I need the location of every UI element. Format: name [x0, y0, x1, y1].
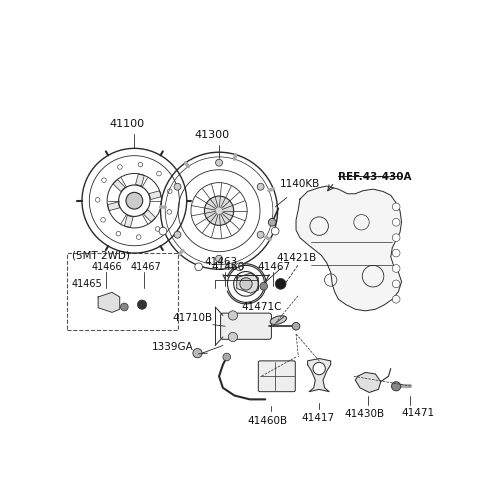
Circle shape — [116, 232, 120, 237]
FancyBboxPatch shape — [221, 313, 271, 340]
Circle shape — [137, 300, 147, 310]
Text: 41100: 41100 — [109, 118, 144, 128]
Circle shape — [392, 250, 400, 257]
Circle shape — [257, 184, 264, 191]
Polygon shape — [308, 359, 331, 392]
Circle shape — [392, 296, 400, 303]
Bar — [113, 180, 125, 192]
Text: 41466: 41466 — [211, 261, 244, 271]
Circle shape — [167, 210, 171, 215]
Polygon shape — [98, 293, 120, 312]
Circle shape — [228, 311, 238, 320]
Circle shape — [126, 193, 143, 210]
Bar — [108, 203, 120, 211]
Ellipse shape — [270, 316, 287, 324]
Text: 41471: 41471 — [402, 407, 435, 417]
Circle shape — [392, 265, 400, 273]
Text: 41466: 41466 — [92, 261, 122, 271]
Circle shape — [156, 172, 161, 177]
Circle shape — [193, 349, 202, 358]
Circle shape — [392, 219, 400, 227]
Text: 41467: 41467 — [131, 261, 161, 271]
Circle shape — [118, 166, 122, 170]
Circle shape — [275, 279, 286, 289]
Polygon shape — [237, 274, 258, 293]
Circle shape — [159, 228, 167, 236]
Text: 41417: 41417 — [301, 413, 335, 422]
Text: REF.43-430A: REF.43-430A — [338, 172, 412, 182]
Text: 1140KB: 1140KB — [280, 179, 320, 189]
Circle shape — [174, 184, 181, 191]
Circle shape — [392, 234, 400, 242]
FancyBboxPatch shape — [258, 361, 295, 392]
Polygon shape — [355, 372, 381, 393]
Circle shape — [260, 283, 267, 290]
Text: 1339GA: 1339GA — [152, 341, 194, 351]
Circle shape — [216, 160, 223, 167]
Circle shape — [195, 264, 203, 271]
Circle shape — [174, 232, 181, 239]
Circle shape — [156, 227, 160, 232]
Circle shape — [313, 363, 325, 375]
Text: 41300: 41300 — [194, 130, 229, 140]
Circle shape — [96, 198, 100, 203]
Text: 41471C: 41471C — [241, 301, 282, 311]
Text: 41460B: 41460B — [248, 415, 288, 425]
Circle shape — [392, 382, 401, 391]
Circle shape — [204, 197, 234, 226]
Circle shape — [228, 333, 238, 342]
Text: 41467: 41467 — [258, 261, 291, 271]
Circle shape — [271, 228, 279, 236]
Text: 41430B: 41430B — [345, 408, 384, 418]
Circle shape — [101, 218, 106, 223]
Circle shape — [257, 232, 264, 239]
Bar — [124, 216, 133, 228]
Circle shape — [292, 323, 300, 330]
Text: 41710B: 41710B — [173, 312, 213, 323]
Circle shape — [392, 280, 400, 288]
Bar — [149, 192, 161, 200]
Text: 41421B: 41421B — [277, 253, 317, 263]
Circle shape — [392, 204, 400, 211]
Circle shape — [136, 235, 141, 240]
Text: (5MT 2WD): (5MT 2WD) — [72, 251, 130, 261]
Circle shape — [240, 278, 252, 290]
Bar — [144, 210, 156, 222]
Bar — [135, 175, 144, 187]
Circle shape — [223, 353, 230, 361]
Circle shape — [236, 264, 243, 271]
Circle shape — [102, 179, 106, 183]
Text: 41463: 41463 — [205, 257, 238, 266]
Circle shape — [120, 303, 128, 311]
Bar — [67, 253, 178, 330]
Text: 41465: 41465 — [72, 278, 103, 288]
Circle shape — [168, 190, 172, 194]
Circle shape — [216, 256, 223, 263]
Polygon shape — [296, 187, 402, 311]
Circle shape — [268, 219, 276, 227]
Circle shape — [138, 163, 143, 168]
